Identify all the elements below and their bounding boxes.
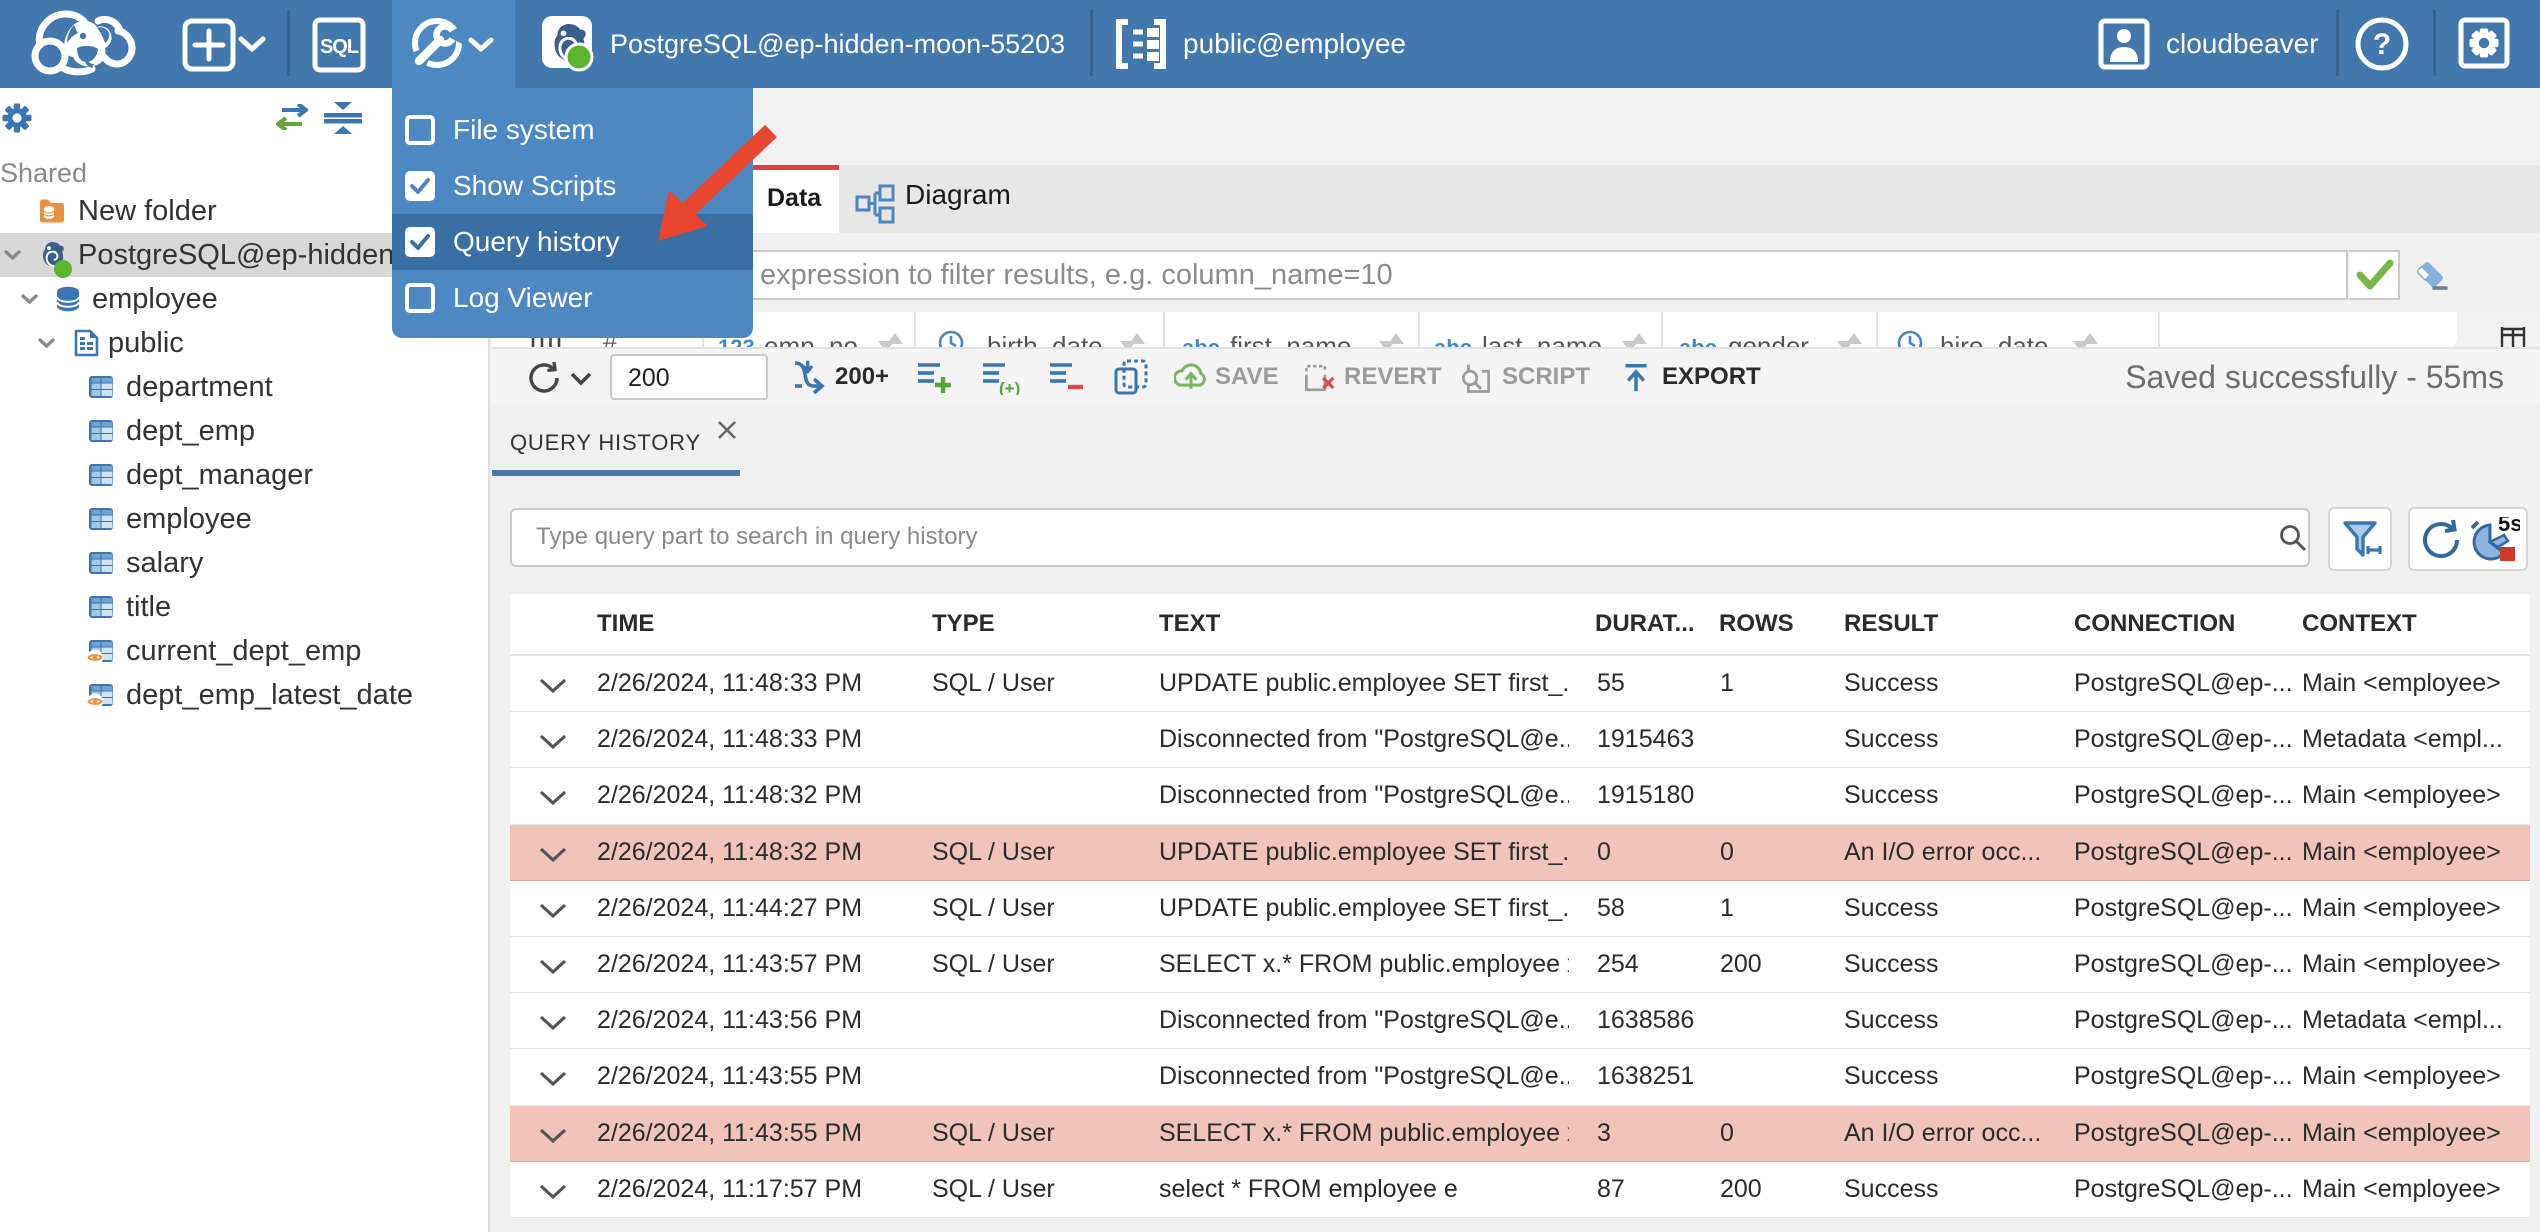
svg-text:SQL: SQL [320, 36, 359, 58]
svg-text:(+): (+) [999, 379, 1020, 395]
svg-text:?: ? [2373, 28, 2391, 61]
svg-text:5s: 5s [2498, 517, 2520, 536]
